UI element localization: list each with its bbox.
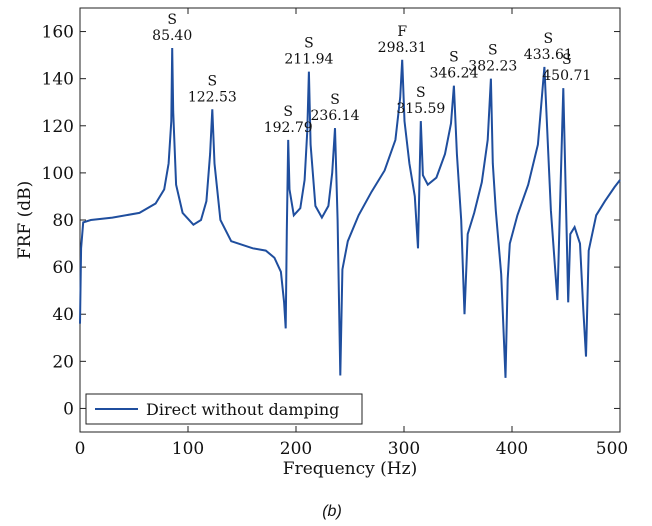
- plot-area: [79, 7, 621, 433]
- x-tick-label: 300: [388, 439, 420, 459]
- peak-mode-label: S: [562, 52, 572, 68]
- figure-caption: (b): [322, 503, 342, 520]
- peak-mode-label: S: [416, 85, 426, 101]
- peak-frequency-label: 85.40: [152, 28, 192, 44]
- y-tick-label: 60: [52, 258, 74, 278]
- peak-mode-label: S: [544, 31, 554, 47]
- peak-frequency-label: 433.61: [524, 47, 573, 63]
- x-tick-label: 500: [596, 439, 628, 459]
- peak-mode-label: S: [208, 73, 218, 89]
- y-axis: 0 20 40 60 80 100 120 140 160: [42, 23, 620, 419]
- peak-mode-label: S: [330, 92, 340, 108]
- y-tick-label: 0: [63, 399, 74, 419]
- peak-mode-label: S: [283, 104, 293, 120]
- x-tick-label: 0: [75, 439, 86, 459]
- peak-frequency-label: 298.31: [378, 40, 427, 56]
- y-tick-label: 40: [52, 305, 74, 325]
- peak-frequency-label: 382.23: [468, 59, 517, 75]
- x-axis: 0 100 200 300 400 500: [75, 8, 628, 459]
- y-axis-label: FRF (dB): [15, 181, 35, 259]
- y-tick-label: 80: [52, 211, 74, 231]
- peak-mode-label: S: [304, 36, 314, 52]
- peak-frequency-label: 236.14: [311, 108, 360, 124]
- peak-frequency-label: 211.94: [284, 52, 333, 68]
- series-line-direct-without-damping: [79, 47, 621, 378]
- peak-frequency-label: 315.59: [396, 101, 445, 117]
- peak-frequency-label: 192.79: [264, 120, 313, 136]
- y-tick-label: 120: [42, 117, 74, 137]
- x-axis-label: Frequency (Hz): [283, 459, 417, 479]
- legend-label: Direct without damping: [146, 400, 339, 419]
- peak-mode-label: F: [397, 24, 407, 40]
- peak-frequency-label: 346.24: [429, 66, 478, 82]
- peak-frequency-label: 450.71: [542, 68, 591, 84]
- y-tick-label: 140: [42, 70, 74, 90]
- y-tick-label: 100: [42, 164, 74, 184]
- y-tick-label: 20: [52, 352, 74, 372]
- peak-mode-label: S: [167, 12, 177, 28]
- peak-annotations: S85.40S122.53S192.79S211.94S236.14F298.3…: [152, 12, 591, 136]
- x-tick-label: 200: [280, 439, 312, 459]
- y-tick-label: 160: [42, 23, 74, 43]
- peak-mode-label: S: [449, 50, 459, 66]
- x-tick-label: 400: [496, 439, 528, 459]
- x-tick-label: 100: [172, 439, 204, 459]
- legend: Direct without damping: [85, 393, 363, 425]
- peak-frequency-label: 122.53: [188, 89, 237, 105]
- peak-mode-label: S: [488, 43, 498, 59]
